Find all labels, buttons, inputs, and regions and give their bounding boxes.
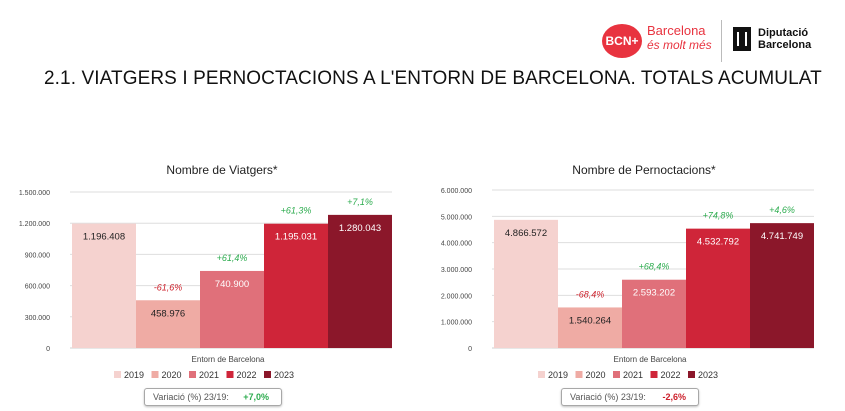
- data-label: 1.280.043: [339, 223, 381, 234]
- bar-2022: [264, 223, 328, 348]
- change-label: -68,4%: [576, 289, 605, 299]
- change-label: +61,3%: [281, 206, 312, 216]
- data-label: 4.741.749: [761, 231, 803, 242]
- x-axis-label: Entorn de Barcelona: [192, 355, 265, 364]
- legend-label: 2019: [124, 370, 144, 380]
- chart-pernoctacions-svg: Nombre de Pernoctacions* 0 1.000.000 2.000.…: [441, 163, 814, 380]
- variation-value: +7,0%: [243, 392, 269, 402]
- legend-swatch: [114, 371, 121, 378]
- data-label: 1.540.264: [569, 315, 611, 326]
- data-label: 740.900: [215, 279, 249, 290]
- data-label: 2.593.202: [633, 288, 675, 299]
- change-label: +7,1%: [347, 197, 373, 207]
- legend-label: 2019: [548, 370, 568, 380]
- y-tick-label: 5.000.000: [441, 214, 472, 221]
- data-label: 4.532.792: [697, 237, 739, 248]
- legend-swatch: [226, 371, 234, 378]
- chart-title: Nombre de Pernoctacions*: [572, 163, 716, 177]
- variation-value: -2,6%: [662, 392, 686, 402]
- page-title: 2.1. VIATGERS I PERNOCTACIONS A L'ENTORN…: [44, 68, 822, 89]
- variation-label: Variació (%) 23/19:: [153, 392, 229, 402]
- bcn-logo-text: Barcelona és molt més: [647, 23, 712, 53]
- y-tick-label: 1.500.000: [19, 190, 50, 197]
- legend-swatch: [151, 371, 159, 378]
- legend-swatch: [575, 371, 583, 378]
- bar-2022: [686, 228, 750, 348]
- y-tick-label: 1.000.000: [441, 320, 472, 327]
- data-label: 458.976: [151, 308, 185, 319]
- legend-label: 2020: [586, 370, 606, 380]
- y-tick-label: 4.000.000: [441, 241, 472, 248]
- y-tick-label: 3.000.000: [441, 267, 472, 274]
- legend-swatch: [538, 371, 545, 378]
- legend-label: 2022: [661, 370, 681, 380]
- y-tick-label: 2.000.000: [441, 293, 472, 300]
- y-tick-label: 0: [46, 346, 50, 353]
- legend-swatch: [613, 371, 620, 378]
- change-label: +4,6%: [769, 205, 795, 215]
- legend-label: 2023: [698, 370, 718, 380]
- bcn-logo-line2: és molt més: [647, 38, 712, 52]
- data-label: 1.195.031: [275, 232, 317, 243]
- chart-pernoctacions: Nombre de Pernoctacions* 0 1.000.000 2.000.…: [420, 155, 840, 411]
- legend-swatch: [650, 371, 658, 378]
- y-tick-label: 900.000: [25, 252, 50, 259]
- y-tick-label: 1.200.000: [19, 221, 50, 228]
- bar-2021: [200, 270, 264, 348]
- data-label: 1.196.408: [83, 232, 125, 243]
- change-label: +68,4%: [639, 262, 670, 272]
- y-tick-label: 300.000: [25, 315, 50, 322]
- variation-label: Variació (%) 23/19:: [570, 392, 646, 402]
- change-label: +61,4%: [217, 253, 248, 263]
- bar-2023: [750, 223, 814, 348]
- legend-swatch: [264, 371, 271, 378]
- change-label: -61,6%: [154, 282, 183, 292]
- bar-2019: [72, 223, 136, 348]
- legend-label: 2023: [274, 370, 294, 380]
- x-axis-label: Entorn de Barcelona: [614, 355, 687, 364]
- legend-label: 2021: [199, 370, 219, 380]
- bcn-logo-line1: Barcelona: [647, 23, 706, 38]
- page-header: BCN+ Barcelona és molt més Diputació Bar…: [0, 0, 845, 62]
- y-tick-label: 0: [468, 346, 472, 353]
- bar-2023: [328, 214, 392, 348]
- bar-2019: [494, 219, 558, 348]
- diputacio-line2: Barcelona: [758, 39, 812, 51]
- legend-label: 2021: [623, 370, 643, 380]
- legend-swatch: [688, 371, 695, 378]
- diputacio-shield-icon: [733, 27, 751, 51]
- diputacio-line1: Diputació: [758, 27, 809, 39]
- variation-box-pernoctacions: Variació (%) 23/19: -2,6%: [561, 388, 699, 406]
- chart-viatgers: Nombre de Viatgers* 0 300.000 600.000 900.00…: [0, 155, 420, 411]
- logo-divider: [721, 20, 722, 62]
- bar-2021: [622, 279, 686, 348]
- chart-title: Nombre de Viatgers*: [166, 163, 278, 177]
- variation-box-viatgers: Variació (%) 23/19: +7,0%: [144, 388, 282, 406]
- bcn-logo-icon: BCN+: [602, 24, 642, 58]
- change-label: +74,8%: [703, 211, 734, 221]
- chart-viatgers-svg: Nombre de Viatgers* 0 300.000 600.000 900.00…: [19, 163, 392, 380]
- y-tick-label: 6.000.000: [441, 188, 472, 195]
- diputacio-logo-text: Diputació Barcelona: [758, 27, 811, 51]
- bar-2020: [136, 300, 200, 348]
- bar-2020: [558, 307, 622, 348]
- legend-swatch: [189, 371, 196, 378]
- data-label: 4.866.572: [505, 228, 547, 239]
- legend-label: 2022: [237, 370, 257, 380]
- y-tick-label: 600.000: [25, 284, 50, 291]
- legend-label: 2020: [162, 370, 182, 380]
